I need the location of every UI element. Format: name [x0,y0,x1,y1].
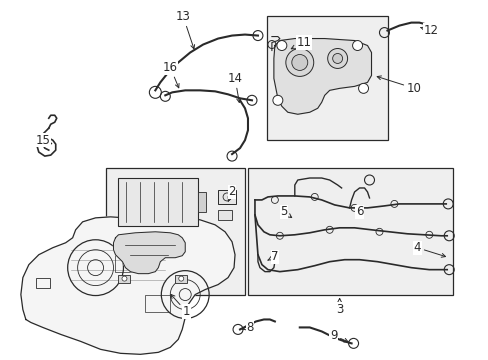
Text: 1: 1 [170,294,189,318]
Circle shape [179,276,183,281]
Text: 15: 15 [35,134,52,147]
Text: 12: 12 [420,24,438,37]
Circle shape [327,49,347,68]
Bar [266,15,387,140]
Bar [247,168,452,294]
Text: 9: 9 [329,329,347,342]
Text: 4: 4 [413,241,445,257]
Bar [118,275,130,283]
Polygon shape [273,39,371,114]
Circle shape [285,49,313,76]
Bar [36,278,50,288]
Bar [218,210,232,220]
Circle shape [122,276,127,281]
Text: 14: 14 [227,72,242,103]
Bar [145,294,170,312]
Circle shape [358,84,368,93]
Bar [198,192,206,212]
Text: 13: 13 [176,10,194,49]
Text: 10: 10 [376,76,421,95]
Text: 11: 11 [291,36,311,49]
Polygon shape [21,208,235,354]
Circle shape [276,41,286,50]
Circle shape [291,54,307,71]
Text: 16: 16 [163,61,179,88]
Text: 3: 3 [335,298,343,316]
Bar [218,190,236,204]
Bar [118,178,198,226]
Circle shape [332,54,342,63]
Circle shape [272,95,282,105]
Bar [105,168,244,294]
Text: 6: 6 [355,205,363,219]
Bar [175,275,187,283]
Text: 2: 2 [227,185,235,202]
Bar [115,252,145,272]
Text: 5: 5 [280,205,291,219]
Polygon shape [113,232,185,274]
Circle shape [352,41,362,50]
Text: 8: 8 [242,321,253,334]
Text: 7: 7 [267,250,278,263]
